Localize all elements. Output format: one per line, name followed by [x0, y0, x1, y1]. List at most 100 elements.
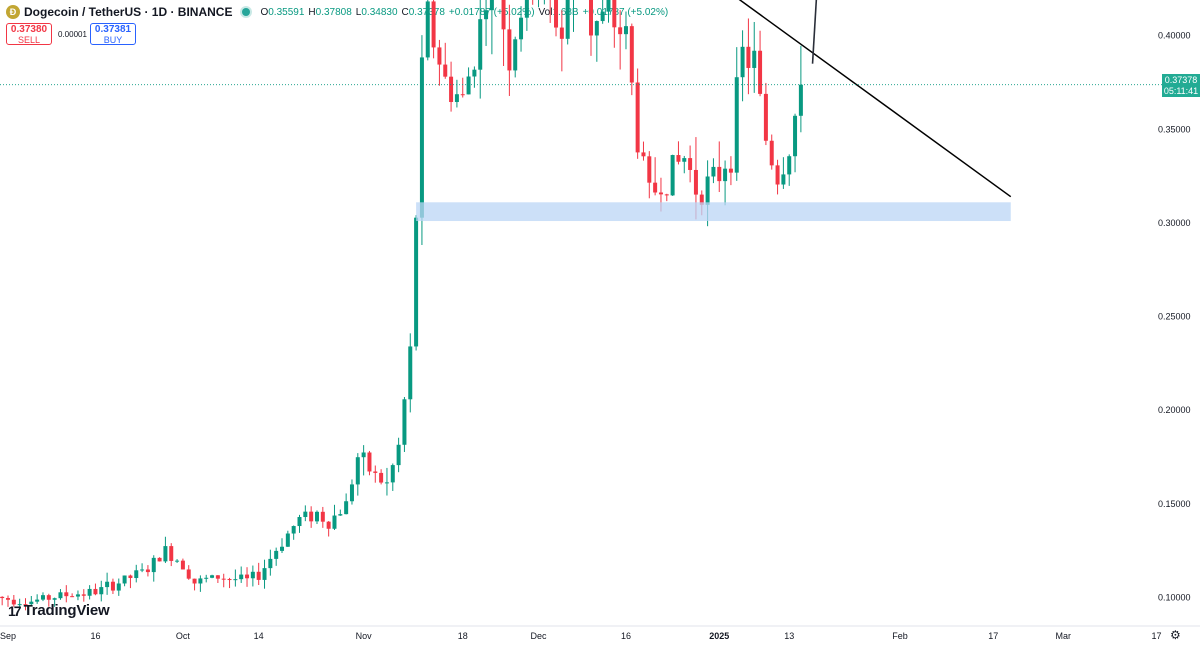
candle-body — [326, 521, 331, 529]
candle-body — [559, 27, 564, 39]
candle-body — [268, 558, 273, 569]
candle-body — [169, 546, 174, 561]
candle-body — [658, 192, 663, 195]
candle-body — [373, 471, 378, 473]
candle-body — [763, 93, 768, 141]
buy-label: BUY — [103, 35, 123, 45]
candle-body — [565, 0, 570, 39]
candle-body — [699, 194, 704, 205]
candle-body — [641, 152, 646, 157]
brand-name: TradingView — [23, 602, 110, 619]
candle-body — [116, 583, 121, 591]
ohlc-item: +0.01787 (+5.02%) — [582, 6, 669, 18]
candle-body — [437, 47, 442, 65]
bar-countdown: 05:11:41 — [1163, 85, 1199, 96]
x-tick-label: 16 — [90, 631, 100, 641]
candle-body — [11, 599, 16, 605]
candle-body — [717, 166, 722, 182]
candle-body — [787, 156, 792, 175]
candle-body — [0, 596, 5, 599]
x-tick-label: Sep — [0, 631, 16, 641]
candle-body — [693, 169, 698, 195]
candle-body — [419, 57, 424, 218]
candle-body — [711, 166, 716, 177]
ohlc-item: L0.34830 — [355, 6, 398, 18]
buy-button[interactable]: 0.37381 BUY — [90, 23, 136, 45]
candle-body — [180, 560, 185, 570]
candle-body — [606, 0, 611, 12]
candle-body — [740, 46, 745, 78]
candle-body — [52, 598, 57, 600]
sell-button[interactable]: 0.37380 SELL — [6, 23, 52, 45]
candle-body — [454, 94, 459, 103]
candle-body — [210, 575, 215, 578]
x-tick-label: Oct — [176, 631, 191, 641]
candle-body — [478, 19, 483, 70]
candle-body — [589, 0, 593, 36]
candle-body — [635, 82, 640, 153]
candle-body — [134, 570, 139, 579]
candle-body — [623, 26, 628, 35]
breakout-arrow — [811, 0, 818, 64]
candle-body — [443, 64, 448, 77]
candle-body — [449, 76, 454, 103]
y-tick-label: 0.40000 — [1158, 31, 1191, 41]
candle-body — [682, 158, 687, 162]
y-tick-label: 0.10000 — [1158, 593, 1191, 603]
candle-body — [163, 546, 168, 562]
y-tick-label: 0.20000 — [1158, 405, 1191, 415]
candle-body — [75, 594, 80, 597]
y-tick-label: 0.35000 — [1158, 124, 1191, 134]
candle-body — [332, 515, 337, 529]
candle-body — [513, 39, 518, 71]
candle-body — [145, 569, 150, 573]
candle-body — [414, 217, 419, 347]
candle-body — [629, 26, 634, 83]
gear-icon[interactable]: ⚙ — [1170, 628, 1181, 642]
candle-body — [524, 0, 529, 18]
candle-body — [256, 571, 261, 580]
ohlc-item: O0.35591 — [260, 6, 305, 18]
candle-body — [262, 568, 267, 580]
candle-body — [233, 579, 238, 581]
y-tick-label: 0.30000 — [1158, 218, 1191, 228]
descending-trendline — [738, 0, 1012, 198]
candle-body — [274, 550, 279, 559]
candle-body — [402, 399, 407, 445]
candle-body — [128, 575, 133, 579]
dogecoin-icon: Ð — [6, 5, 20, 19]
candle-body — [46, 595, 51, 600]
candle-body — [705, 176, 710, 205]
candle-body — [338, 514, 343, 516]
candle-body — [99, 587, 104, 595]
candle-body — [93, 588, 98, 595]
candle-body — [320, 511, 325, 522]
candle-body — [554, 0, 559, 28]
candle-body — [396, 444, 401, 466]
x-tick-label: 13 — [784, 631, 794, 641]
symbol-title[interactable]: Dogecoin / TetherUS · 1D · BINANCE — [24, 5, 233, 19]
candle-body — [653, 182, 658, 193]
candle-body — [239, 574, 244, 580]
candle-body — [612, 0, 617, 28]
candle-body — [122, 575, 127, 584]
candle-body — [390, 465, 395, 483]
candle-body — [425, 1, 430, 58]
y-tick-label: 0.15000 — [1158, 499, 1191, 509]
candle-body — [367, 452, 372, 472]
price-axis: 0.10000 0.15000 0.20000 0.25000 0.30000 0.350… — [1158, 31, 1191, 603]
candle-body — [70, 596, 75, 598]
candle-body — [723, 168, 728, 182]
candle-body — [81, 594, 86, 596]
candle-body — [752, 50, 757, 68]
candle-body — [519, 17, 524, 40]
candle-body — [647, 156, 652, 183]
candle-body — [431, 1, 436, 48]
buy-price: 0.37381 — [94, 24, 132, 35]
tv-logo-icon: 17 — [8, 602, 22, 619]
x-tick-label: 2025 — [709, 631, 729, 641]
candle-body — [314, 511, 319, 522]
candle-body — [64, 592, 69, 597]
x-tick-label: Dec — [531, 631, 548, 641]
